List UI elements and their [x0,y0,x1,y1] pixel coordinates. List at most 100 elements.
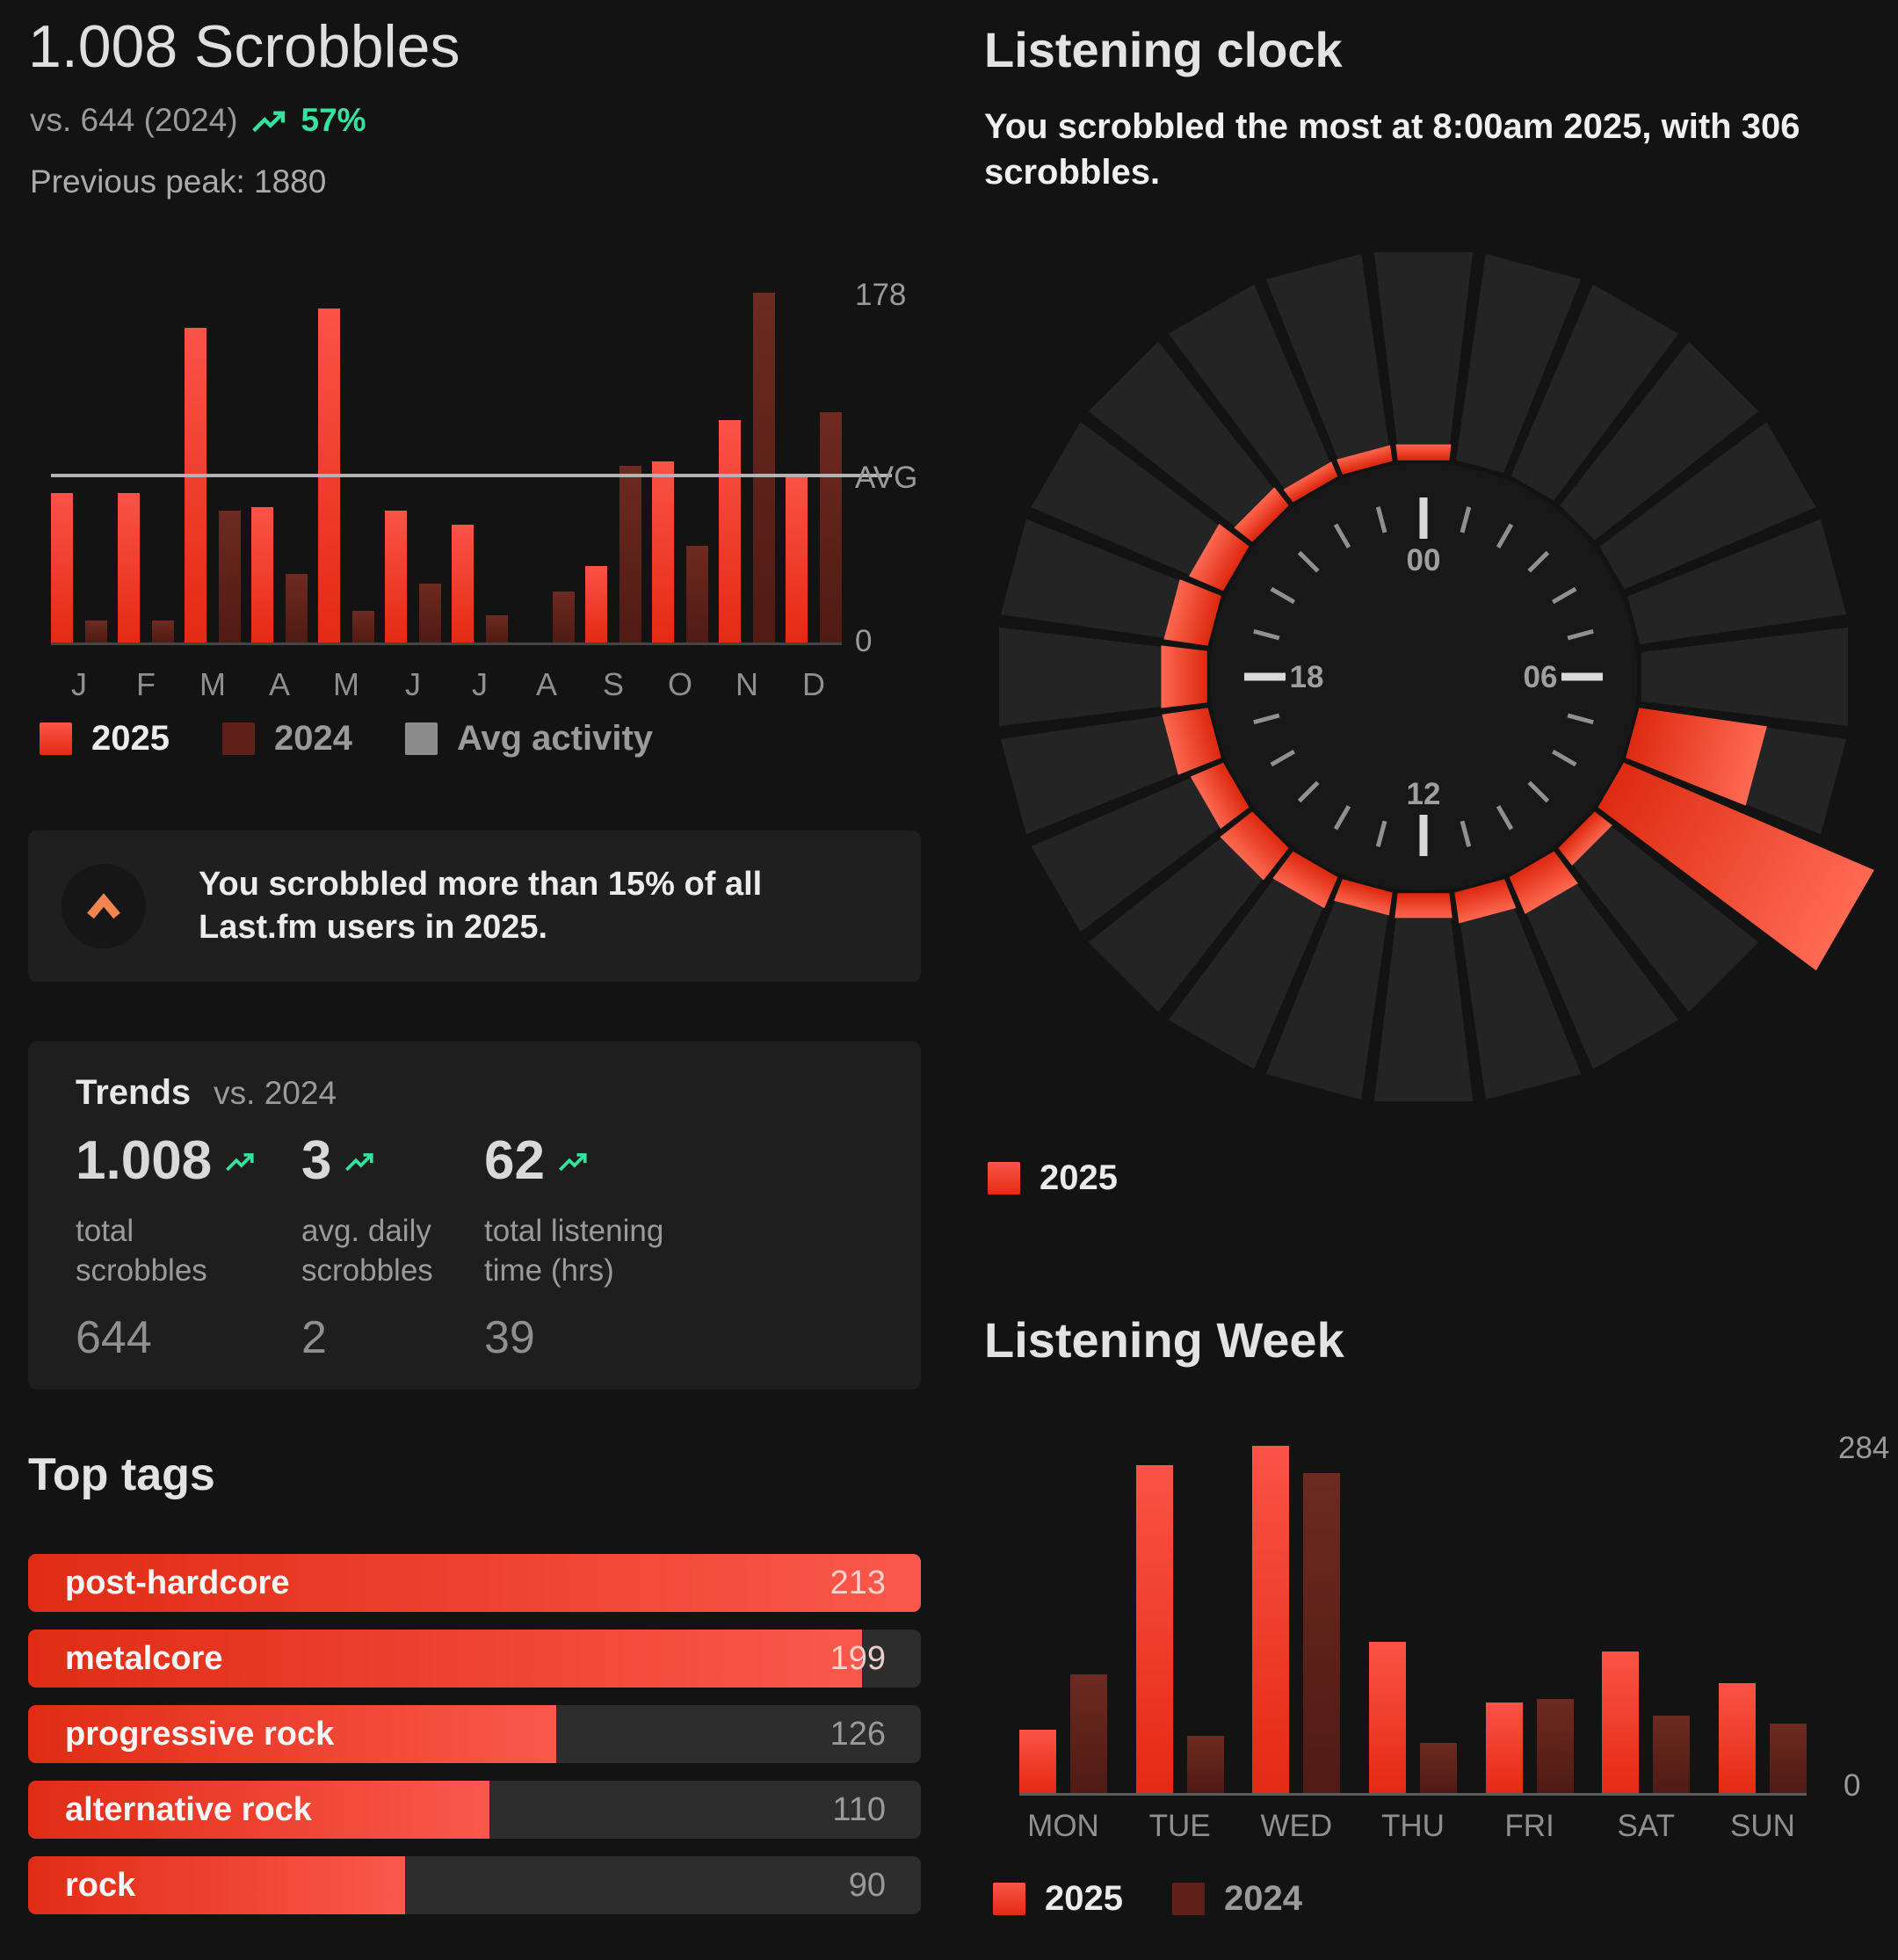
clock-wedge-hour-14 [1272,851,1338,909]
monthly-avg-label: AVG [855,461,918,495]
clock-wedge-hour-10 [1509,851,1578,914]
bar-group-S [585,293,641,642]
tag-name: post-hardcore [65,1564,290,1601]
trending-up-icon [251,111,285,133]
clock-tick-20 [1270,586,1296,605]
metric-value: 1.008 [76,1130,213,1191]
bar-group-D [786,293,842,642]
clock-sector-bg-18 [996,624,1209,730]
clock-wedge-hour-13 [1334,879,1393,916]
bar-2024-M [352,611,374,642]
clock-sector-bg-5 [1624,515,1850,648]
metric-label: total listening time (hrs) [484,1214,664,1288]
clock-face-label-18: 18 [1290,660,1324,694]
clock-tick-8 [1551,749,1577,767]
clock-tick-7 [1567,713,1594,725]
x-label-M: M [199,666,226,702]
bar-2024-F [152,621,174,642]
clock-tick-23 [1375,506,1387,534]
monthly-scrobbles-chart [51,293,892,645]
clock-tick-11 [1460,820,1472,847]
bar-2025-S [585,566,607,642]
delta-percent: 57% [301,102,366,138]
tag-name: alternative rock [65,1790,312,1828]
clock-wedge-hour-12 [1395,893,1452,918]
x-label-A: A [535,666,557,702]
bar-group-J [51,293,107,642]
bar-2024-FRI [1536,1699,1574,1793]
x-label-M: M [333,666,359,702]
legend-label: 2025 [91,719,170,758]
clock-sector-bg-13 [1262,877,1395,1103]
bar-group-THU [1368,1446,1457,1793]
legend-label: Avg activity [456,719,654,758]
clock-sector-bg-4 [1596,417,1820,593]
week-bars [1019,1446,1807,1793]
metric-previous: 2 [301,1312,327,1363]
metric-value: 62 [484,1130,545,1191]
week-ymin-label: 0 [1844,1768,1861,1803]
clock-tick-9 [1527,780,1550,803]
metric-label: avg. daily scrobbles [301,1214,433,1288]
listening-clock-subtitle: You scrobbled the most at 8:00am 2025, w… [984,107,1800,192]
clock-face-label-00: 00 [1407,543,1441,577]
tag-value: 199 [829,1639,886,1677]
clock-tick-15 [1297,780,1320,803]
bar-2024-S [619,466,641,642]
tag-value: 213 [829,1564,886,1601]
bar-2024-WED [1303,1473,1341,1793]
tag-bar-fill [28,1781,489,1839]
clock-wedge-hour-15 [1220,811,1289,881]
clock-wedge-hour-22 [1283,461,1338,503]
bar-2024-SAT [1653,1716,1691,1793]
metric-avg-daily: 3 avg. daily scrobbles 2 [301,1129,473,1364]
bar-2025-FRI [1485,1702,1523,1793]
bar-group-O [652,293,708,642]
tag-name: metalcore [65,1639,223,1677]
legend-item-2025: 2025 [993,1879,1123,1919]
monthly-legend: 2025 2024 Avg activity [40,719,653,759]
legend-swatch [993,1883,1025,1915]
clock-wedge-hour-19 [1163,579,1221,646]
tag-bar-fill [28,1705,556,1763]
metric-previous: 644 [76,1312,152,1363]
bar-2025-J [51,493,73,642]
bar-group-A [251,293,308,642]
monthly-ymin-label: 0 [855,624,873,658]
tag-bar-fill [28,1856,406,1914]
clock-tick-17 [1253,713,1280,725]
tag-row-post-hardcore: post-hardcore 213 [28,1554,921,1612]
legend-swatch [1171,1883,1205,1915]
bar-group-WED [1252,1446,1341,1793]
bar-group-SAT [1602,1446,1691,1793]
bar-2024-J [486,615,508,642]
clock-sector-bg-1 [1452,250,1585,476]
listening-week-chart [1019,1446,1807,1796]
tag-row-rock: rock 90 [28,1856,921,1914]
clock-wedge-hour-7 [1626,708,1767,806]
clock-legend: 2025 [988,1158,1118,1198]
legend-swatch [40,722,72,755]
bar-group-J [385,293,441,642]
x-label-O: O [667,666,692,702]
bar-2024-J [419,584,441,642]
trending-up-icon [345,1152,374,1171]
legend-item-2025: 2025 [40,719,170,759]
clock-wedge-hour-16 [1190,762,1250,829]
clock-wedge-hour-8 [1597,762,1874,971]
listening-week-title: Listening Week [984,1312,1344,1368]
trends-card: Trends vs. 2024 1.008 total scrobbles 64… [28,1042,921,1390]
bar-2025-J [452,525,474,642]
week-ymax-label: 284 [1838,1431,1890,1465]
tag-row-progressive-rock: progressive rock 126 [28,1705,921,1763]
tag-bar-fill [28,1554,921,1612]
clock-tick-22 [1333,523,1351,549]
x-label-MON: MON [1027,1809,1099,1843]
week-legend: 2025 2024 [993,1879,1302,1919]
monthly-ymax-label: 178 [855,278,907,312]
chevron-up-badge [62,864,146,948]
clock-wedge-hour-0 [1395,444,1452,461]
clock-sector-bg-0 [1371,249,1476,462]
trending-up-icon [559,1152,587,1171]
clock-sector-bg-6 [1638,624,1851,730]
